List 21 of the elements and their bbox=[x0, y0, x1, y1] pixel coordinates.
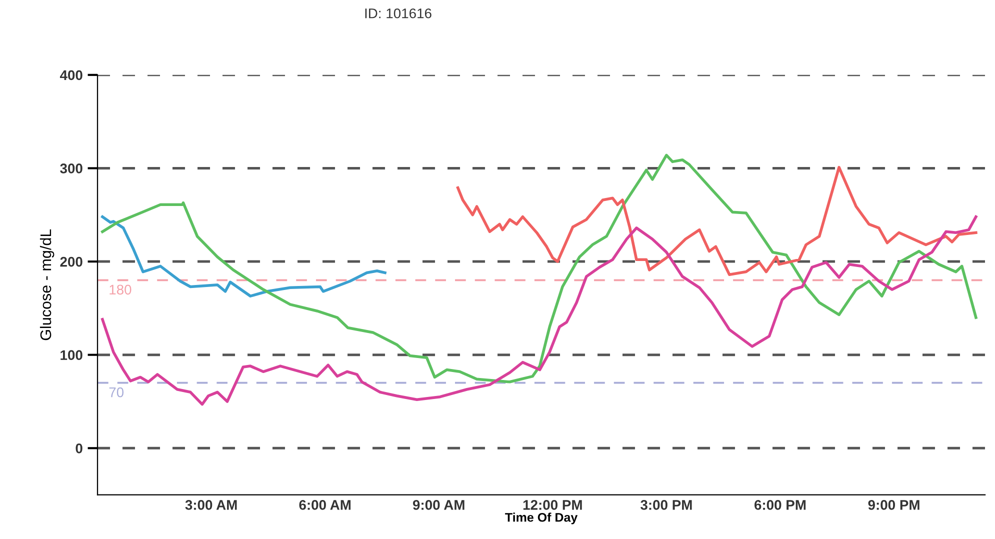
ref-line-label: 70 bbox=[109, 387, 124, 398]
x-tick-label: 3:00 AM bbox=[185, 500, 237, 510]
y-axis-title: Glucose - mg/dL bbox=[40, 229, 54, 340]
text: ID: 101616 bbox=[365, 8, 432, 18]
x-tick-label: 6:00 PM bbox=[754, 500, 806, 510]
line-series bbox=[456, 166, 978, 276]
y-tick-label: 0 bbox=[76, 443, 82, 454]
y-tick-label: 400 bbox=[60, 70, 82, 80]
line-series bbox=[101, 154, 978, 384]
x-tick-label: 6:00 AM bbox=[299, 500, 351, 510]
ref-line-label: 180 bbox=[110, 284, 132, 295]
y-tick-label: 100 bbox=[60, 350, 82, 360]
x-tick-label: 12:00 PM bbox=[523, 500, 582, 510]
line-series bbox=[101, 215, 386, 298]
x-tick-label: 9:00 AM bbox=[412, 500, 464, 510]
y-tick-label: 200 bbox=[60, 256, 82, 267]
line-series bbox=[101, 215, 978, 406]
x-axis-title: Time Of Day bbox=[505, 512, 578, 524]
x-tick-label: 9:00 PM bbox=[868, 500, 920, 510]
y-tick-label: 300 bbox=[60, 164, 82, 174]
x-tick-label: 3:00 PM bbox=[640, 500, 692, 510]
